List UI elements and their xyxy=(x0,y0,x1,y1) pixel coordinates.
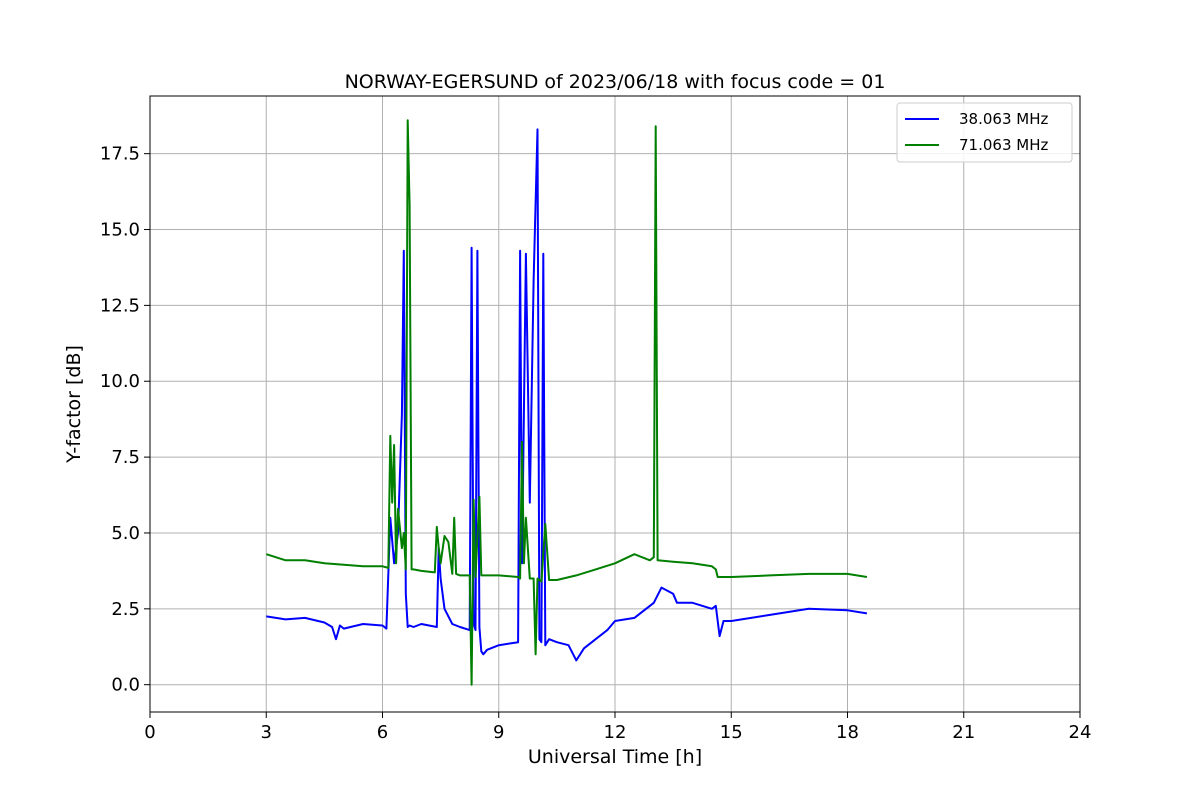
x-tick-label: 12 xyxy=(604,722,627,743)
series-line-1 xyxy=(265,119,868,686)
series-line-0 xyxy=(266,128,868,662)
x-tick-label: 15 xyxy=(720,722,743,743)
y-tick-label: 7.5 xyxy=(111,447,140,468)
chart-title: NORWAY-EGERSUND of 2023/06/18 with focus… xyxy=(345,71,886,93)
x-tick-label: 9 xyxy=(493,722,504,743)
ticks: 0 3 6 9 12 15 18 21 24 0.0 2.5 5.0 7.5 10.0 12.5 15.0 17… xyxy=(100,144,1092,743)
y-axis-label: Y-factor [dB] xyxy=(63,345,85,464)
x-axis-label: Universal Time [h] xyxy=(528,746,702,768)
y-tick-label: 0.0 xyxy=(111,675,140,696)
legend-label-0: 38.063 MHz xyxy=(959,110,1048,128)
series-layer xyxy=(265,119,868,686)
y-tick-label: 5.0 xyxy=(111,523,140,544)
x-tick-label: 21 xyxy=(952,722,975,743)
legend: 38.063 MHz 71.063 MHz xyxy=(896,102,1073,163)
x-tick-label: 3 xyxy=(261,722,272,743)
y-tick-label: 15.0 xyxy=(100,220,140,241)
x-tick-label: 0 xyxy=(144,722,155,743)
y-tick-label: 10.0 xyxy=(100,371,140,392)
x-tick-label: 18 xyxy=(836,722,859,743)
x-tick-label: 24 xyxy=(1069,722,1092,743)
legend-box xyxy=(896,102,1073,163)
y-tick-label: 17.5 xyxy=(100,144,140,165)
legend-label-1: 71.063 MHz xyxy=(959,136,1048,154)
y-tick-label: 2.5 xyxy=(111,599,140,620)
y-tick-label: 12.5 xyxy=(100,295,140,316)
x-tick-label: 6 xyxy=(377,722,388,743)
